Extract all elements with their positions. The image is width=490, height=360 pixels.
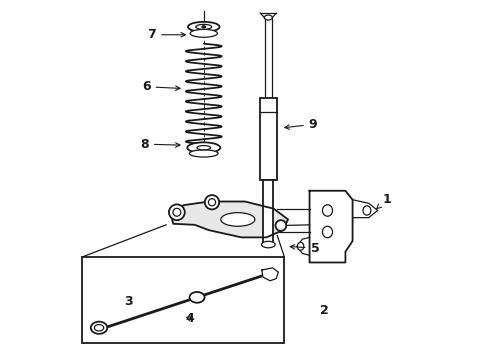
Polygon shape xyxy=(297,237,310,255)
Bar xyxy=(82,257,285,343)
Ellipse shape xyxy=(169,204,185,220)
Text: 3: 3 xyxy=(124,296,133,309)
Ellipse shape xyxy=(187,142,220,153)
Ellipse shape xyxy=(221,213,255,226)
Ellipse shape xyxy=(190,292,205,303)
Ellipse shape xyxy=(265,15,272,20)
FancyBboxPatch shape xyxy=(265,17,271,98)
Ellipse shape xyxy=(297,242,304,250)
Ellipse shape xyxy=(202,26,205,28)
Ellipse shape xyxy=(173,208,181,216)
Text: 1: 1 xyxy=(377,193,391,208)
Ellipse shape xyxy=(95,324,104,331)
Ellipse shape xyxy=(188,22,220,32)
Ellipse shape xyxy=(275,220,286,231)
Ellipse shape xyxy=(262,241,275,248)
Ellipse shape xyxy=(190,150,218,157)
Text: 4: 4 xyxy=(185,311,194,325)
Ellipse shape xyxy=(197,145,211,150)
Ellipse shape xyxy=(208,199,216,206)
FancyBboxPatch shape xyxy=(260,98,276,180)
Text: 5: 5 xyxy=(290,242,319,255)
Text: 6: 6 xyxy=(142,80,180,93)
Ellipse shape xyxy=(322,205,333,216)
Polygon shape xyxy=(170,202,288,237)
Text: 8: 8 xyxy=(140,138,180,150)
Polygon shape xyxy=(262,268,278,281)
Polygon shape xyxy=(353,200,378,218)
Ellipse shape xyxy=(91,321,107,334)
Ellipse shape xyxy=(363,206,371,215)
FancyBboxPatch shape xyxy=(263,180,273,244)
Ellipse shape xyxy=(205,195,219,210)
Polygon shape xyxy=(310,191,353,262)
Text: 7: 7 xyxy=(147,28,185,41)
Ellipse shape xyxy=(190,30,218,37)
Text: 9: 9 xyxy=(285,118,318,131)
Text: 2: 2 xyxy=(319,305,328,318)
Ellipse shape xyxy=(196,24,212,30)
Ellipse shape xyxy=(322,226,333,238)
